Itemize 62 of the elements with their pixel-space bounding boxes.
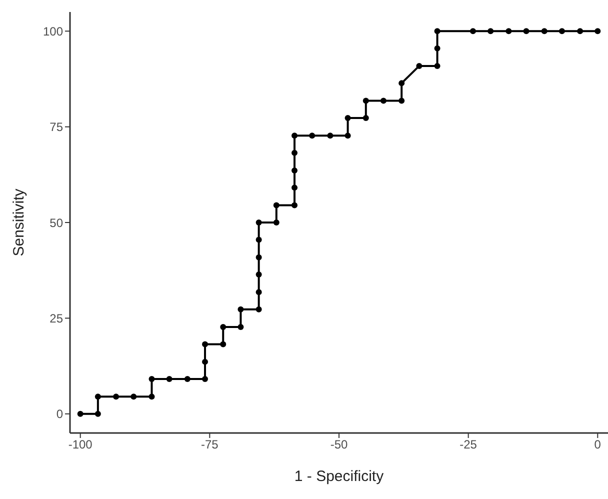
point xyxy=(416,62,422,69)
point xyxy=(362,98,369,104)
point xyxy=(362,115,369,122)
point xyxy=(470,28,476,34)
point xyxy=(256,220,262,226)
point xyxy=(273,220,280,226)
point xyxy=(148,394,155,400)
y-tick-label: 0 xyxy=(56,407,64,422)
point xyxy=(523,28,530,34)
point xyxy=(220,341,226,348)
x-tick-label: -100 xyxy=(68,438,93,452)
point xyxy=(94,410,101,417)
point xyxy=(292,202,298,208)
x-tick-label: -75 xyxy=(201,438,219,452)
point xyxy=(220,324,226,330)
point xyxy=(238,324,244,330)
y-tick-label: 50 xyxy=(50,216,64,230)
y-tick-label: 100 xyxy=(42,24,64,38)
point xyxy=(488,28,494,34)
point xyxy=(256,306,262,312)
point xyxy=(238,306,244,312)
point xyxy=(256,289,262,296)
point xyxy=(434,62,440,69)
point xyxy=(148,376,155,382)
point xyxy=(292,184,298,191)
point xyxy=(398,98,405,104)
point xyxy=(113,394,120,400)
point xyxy=(292,167,298,174)
y-tick-label: 25 xyxy=(50,311,64,326)
point xyxy=(202,341,208,348)
point xyxy=(256,254,262,260)
point xyxy=(202,358,208,365)
point xyxy=(273,202,280,208)
y-axis-title: Sensitivity xyxy=(10,188,28,256)
point xyxy=(202,376,208,382)
x-axis-title: 1 - Specificity xyxy=(294,468,384,485)
point xyxy=(434,45,440,52)
point xyxy=(256,236,262,243)
point xyxy=(398,80,405,86)
x-tick-label: -25 xyxy=(460,438,478,452)
point xyxy=(292,150,298,156)
point xyxy=(344,132,351,139)
point xyxy=(130,394,137,400)
point xyxy=(94,394,101,400)
y-tick-label: 75 xyxy=(50,120,64,134)
point xyxy=(541,28,548,34)
point xyxy=(506,28,512,34)
point xyxy=(577,28,584,34)
point xyxy=(292,132,298,139)
point xyxy=(380,98,386,104)
x-tick-label: 0 xyxy=(594,438,602,452)
point xyxy=(594,28,601,34)
x-tick-label: -50 xyxy=(330,438,348,452)
point xyxy=(344,115,351,122)
point xyxy=(184,376,190,382)
point xyxy=(77,410,84,417)
point xyxy=(327,132,334,139)
point xyxy=(558,28,565,34)
point xyxy=(256,272,262,278)
point xyxy=(309,132,316,139)
point xyxy=(166,376,172,382)
point xyxy=(434,28,440,34)
